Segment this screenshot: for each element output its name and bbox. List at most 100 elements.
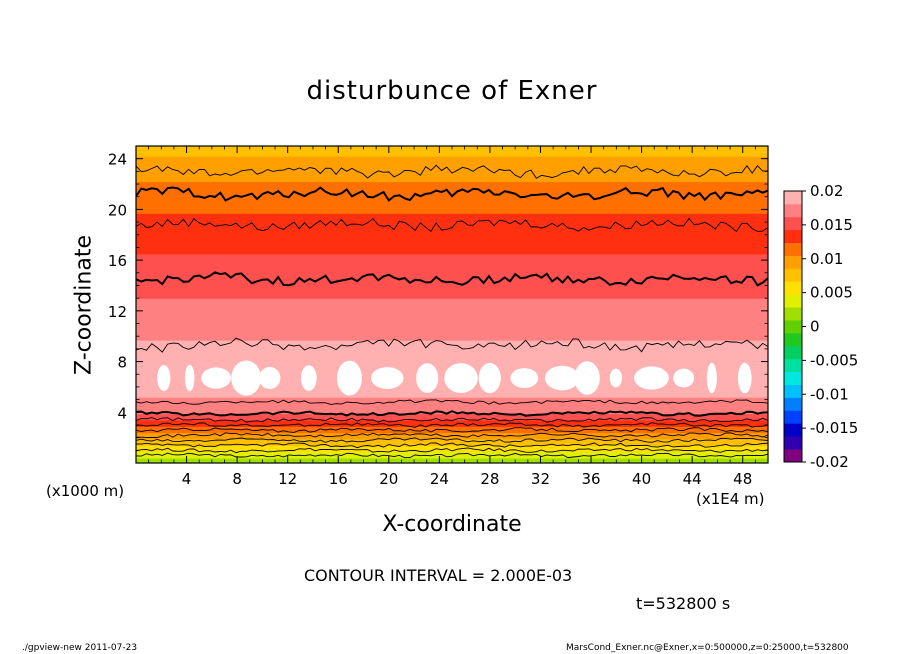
contour-band bbox=[136, 270, 768, 273]
contour-band bbox=[136, 192, 768, 195]
x-tick-label: 36 bbox=[581, 470, 600, 488]
contour-band bbox=[136, 447, 768, 450]
contour-band bbox=[136, 165, 768, 167]
contour-band bbox=[136, 329, 768, 332]
contour-band bbox=[136, 442, 768, 445]
contour-band bbox=[136, 395, 768, 398]
colorbar-swatch bbox=[784, 384, 802, 398]
contour-band bbox=[136, 175, 768, 178]
contour-band bbox=[136, 347, 768, 350]
contour-band bbox=[136, 307, 768, 309]
contour-band bbox=[136, 315, 768, 318]
contour-band bbox=[136, 252, 768, 255]
contour-band bbox=[136, 443, 768, 446]
contour-band bbox=[136, 204, 768, 207]
contour-band bbox=[136, 190, 768, 193]
contour-band bbox=[136, 427, 768, 430]
contour-band bbox=[136, 196, 768, 199]
colorbar-swatch bbox=[784, 229, 802, 244]
contour-band bbox=[136, 277, 768, 280]
colorbar-label: 0.005 bbox=[810, 284, 853, 302]
contour-band bbox=[136, 267, 768, 270]
max-region bbox=[510, 368, 539, 389]
contour-band bbox=[136, 209, 768, 212]
contour-band bbox=[136, 359, 768, 361]
x-axis-label: X-coordinate bbox=[382, 512, 522, 537]
colorbar-swatch bbox=[784, 216, 802, 231]
contour-band bbox=[136, 170, 768, 172]
max-region bbox=[259, 366, 281, 390]
contour-band bbox=[136, 208, 768, 210]
contour-band bbox=[136, 326, 768, 328]
contour-band bbox=[136, 272, 768, 275]
contour-band bbox=[136, 332, 768, 335]
contour-band bbox=[136, 293, 768, 295]
contour-band bbox=[136, 340, 768, 342]
contour-band bbox=[136, 186, 768, 189]
contour-band bbox=[136, 262, 768, 265]
contour-band bbox=[136, 230, 768, 233]
contour-band bbox=[136, 393, 768, 396]
contour-band bbox=[136, 243, 768, 246]
colorbar-label: 0.02 bbox=[810, 182, 843, 200]
contour-band bbox=[136, 205, 768, 208]
contour-line bbox=[136, 417, 768, 423]
contour-band bbox=[136, 197, 768, 200]
contour-band bbox=[136, 305, 768, 308]
contour-band bbox=[136, 233, 768, 236]
contour-band bbox=[136, 211, 768, 214]
max-region bbox=[544, 365, 580, 391]
contour-band bbox=[136, 294, 768, 297]
contour-band bbox=[136, 275, 768, 278]
contour-band bbox=[136, 451, 768, 454]
contour-band bbox=[136, 203, 768, 205]
x-tick-label: 32 bbox=[531, 470, 550, 488]
colorbar-swatch bbox=[784, 410, 802, 424]
contour-band bbox=[136, 360, 768, 363]
footer-left: ./gpview-new 2011-07-23 bbox=[22, 643, 138, 653]
contour-band bbox=[136, 285, 768, 288]
contour-band bbox=[136, 416, 768, 418]
contour-band bbox=[136, 324, 768, 327]
contour-band bbox=[136, 418, 768, 421]
contour-line bbox=[136, 422, 768, 428]
contour-band bbox=[136, 176, 768, 179]
max-region bbox=[609, 368, 623, 388]
max-region bbox=[478, 362, 501, 394]
contour-band bbox=[136, 304, 768, 307]
contour-band bbox=[136, 348, 768, 351]
contour-band bbox=[136, 237, 768, 240]
contour-band bbox=[136, 351, 768, 354]
contour-band bbox=[136, 357, 768, 360]
colorbar-label: -0.02 bbox=[810, 453, 849, 471]
contour-band bbox=[136, 184, 768, 186]
colorbar-swatch bbox=[784, 294, 802, 308]
x-tick-label: 8 bbox=[232, 470, 242, 488]
contour-band bbox=[136, 314, 768, 317]
max-region bbox=[673, 368, 695, 388]
contour-band bbox=[136, 412, 768, 415]
contour-band bbox=[136, 334, 768, 337]
contour-band bbox=[136, 242, 768, 245]
contour-band bbox=[136, 214, 768, 217]
contour-band bbox=[136, 355, 768, 358]
contour-band bbox=[136, 364, 768, 366]
contour-band bbox=[136, 404, 768, 407]
contour-band bbox=[136, 426, 768, 429]
x-tick-label: 28 bbox=[480, 470, 499, 488]
colorbar-swatch bbox=[784, 423, 802, 437]
colorbar-label: -0.005 bbox=[810, 351, 858, 369]
max-region bbox=[231, 360, 262, 396]
contour-band bbox=[136, 331, 768, 333]
x-tick-label: 44 bbox=[683, 470, 702, 488]
contour-band bbox=[136, 180, 768, 183]
max-region bbox=[201, 367, 231, 389]
contour-band bbox=[136, 408, 768, 411]
contour-band bbox=[136, 327, 768, 330]
contour-band bbox=[136, 390, 768, 393]
contour-band bbox=[136, 257, 768, 260]
contour-band bbox=[136, 215, 768, 218]
contour-band bbox=[136, 200, 768, 203]
colorbar-label: -0.01 bbox=[810, 385, 849, 403]
contour-band bbox=[136, 298, 768, 301]
